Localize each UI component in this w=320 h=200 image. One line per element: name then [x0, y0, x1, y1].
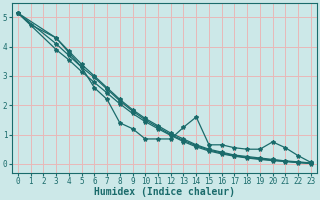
X-axis label: Humidex (Indice chaleur): Humidex (Indice chaleur)	[94, 187, 235, 197]
